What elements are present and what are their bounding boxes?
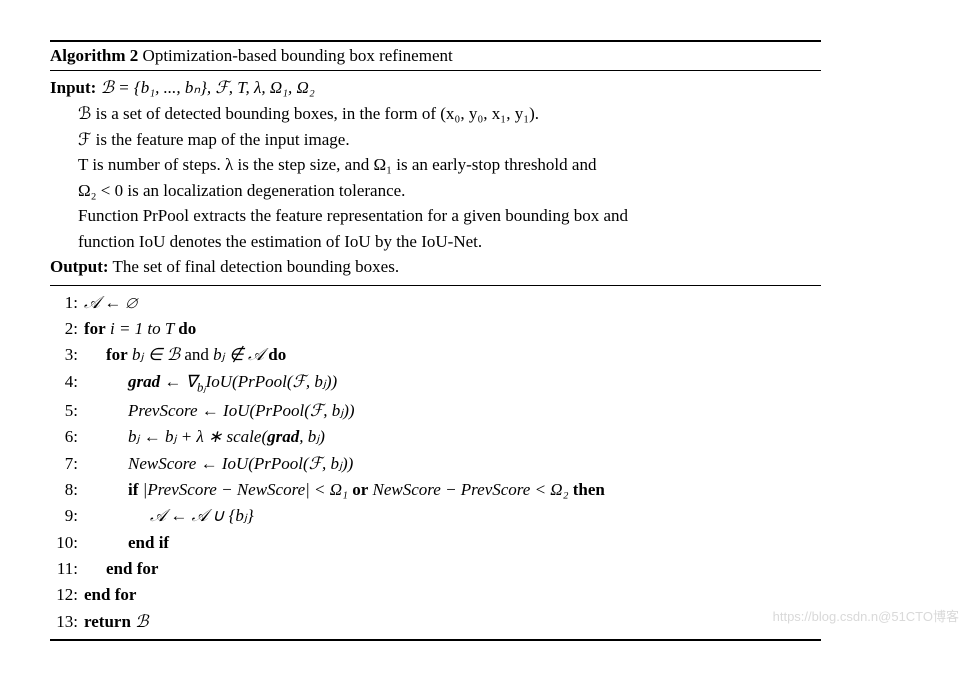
step-10: 10: end if xyxy=(50,530,821,556)
line-number: 9: xyxy=(50,503,84,529)
line-number: 12: xyxy=(50,582,84,608)
output-line: Output: The set of final detection bound… xyxy=(50,254,821,280)
step-11: 11: end for xyxy=(50,556,821,582)
step-1: 1: 𝒜 ← ∅ xyxy=(50,290,821,316)
output-label: Output: xyxy=(50,257,109,276)
step-5: 5: PrevScore ← IoU(PrPool(ℱ, bⱼ)) xyxy=(50,398,821,424)
algorithm-steps: 1: 𝒜 ← ∅ 2: for i = 1 to T do 3: for bⱼ … xyxy=(50,286,821,639)
step-5-rest: ← IoU(PrPool(ℱ, bⱼ)) xyxy=(198,401,355,420)
step-6-c: , bⱼ) xyxy=(299,427,325,446)
step-3: 3: for bⱼ ∈ ℬ and bⱼ ∉ 𝒜 do xyxy=(50,342,821,368)
algorithm-box: Algorithm 2 Optimization-based bounding … xyxy=(50,40,821,641)
kw-then: then xyxy=(573,480,605,499)
line-number: 6: xyxy=(50,424,84,450)
step-7-rest: ← IoU(PrPool(ℱ, bⱼ)) xyxy=(196,454,353,473)
input-description-3b: Ω₂ < 0 is an localization degeneration t… xyxy=(50,178,821,204)
step-8: 8: if |PrevScore − NewScore| < Ω₁ or New… xyxy=(50,477,821,503)
step-2: 2: for i = 1 to T do xyxy=(50,316,821,342)
step-3-b: bⱼ ∉ 𝒜 xyxy=(209,345,268,364)
step-1-expr: 𝒜 ← ∅ xyxy=(84,290,821,316)
input-expression: ℬ = {b₁, ..., bₙ}, ℱ, T, λ, Ω₁, Ω₂ xyxy=(96,78,314,97)
step-3-and: and xyxy=(184,345,209,364)
step-12: 12: end for xyxy=(50,582,821,608)
input-description-3a: T is number of steps. λ is the step size… xyxy=(50,152,821,178)
kw-do: do xyxy=(268,345,286,364)
step-2-cond: i = 1 to T xyxy=(106,319,179,338)
kw-endif: end if xyxy=(84,530,821,556)
line-number: 11: xyxy=(50,556,84,582)
input-description-1: ℬ is a set of detected bounding boxes, i… xyxy=(50,101,821,127)
line-number: 2: xyxy=(50,316,84,342)
step-6-grad: grad xyxy=(267,427,299,446)
kw-endfor: end for xyxy=(84,556,821,582)
step-9: 9: 𝒜 ← 𝒜 ∪ {bⱼ} xyxy=(50,503,821,529)
step-6: 6: bⱼ ← bⱼ + λ ∗ scale(grad, bⱼ) xyxy=(50,424,821,450)
output-text: The set of final detection bounding boxe… xyxy=(109,257,400,276)
step-8-b: NewScore − PrevScore < Ω₂ xyxy=(368,480,572,499)
step-3-a: bⱼ ∈ ℬ xyxy=(128,345,185,364)
input-description-4a: Function PrPool extracts the feature rep… xyxy=(50,203,821,229)
input-label: Input: xyxy=(50,78,96,97)
step-8-a: |PrevScore − NewScore| < Ω₁ xyxy=(138,480,352,499)
step-13-expr: ℬ xyxy=(131,612,149,631)
watermark-text: https://blog.csdn.n@51CTO博客 xyxy=(773,606,959,625)
kw-for: for xyxy=(106,345,128,364)
kw-endfor: end for xyxy=(84,582,821,608)
line-number: 7: xyxy=(50,451,84,477)
step-4: 4: grad ← ∇bⱼIoU(PrPool(ℱ, bⱼ)) xyxy=(50,369,821,398)
step-7-var: NewScore xyxy=(128,454,196,473)
step-4-grad: grad xyxy=(128,372,160,391)
step-4-rest: IoU(PrPool(ℱ, bⱼ)) xyxy=(206,372,338,391)
line-number: 4: xyxy=(50,369,84,395)
line-number: 8: xyxy=(50,477,84,503)
kw-or: or xyxy=(352,480,368,499)
algorithm-name: Optimization-based bounding box refineme… xyxy=(138,46,452,65)
step-4-arrow: ← ∇ xyxy=(160,372,197,391)
step-9-expr: 𝒜 ← 𝒜 ∪ {bⱼ} xyxy=(84,503,821,529)
algorithm-title: Algorithm 2 Optimization-based bounding … xyxy=(50,42,821,71)
input-description-2: ℱ is the feature map of the input image. xyxy=(50,127,821,153)
line-number: 5: xyxy=(50,398,84,424)
kw-for: for xyxy=(84,319,106,338)
kw-return: return xyxy=(84,612,131,631)
step-5-var: PrevScore xyxy=(128,401,198,420)
line-number: 13: xyxy=(50,609,84,635)
step-4-sub: bⱼ xyxy=(197,380,206,394)
algorithm-io-block: Input: ℬ = {b₁, ..., bₙ}, ℱ, T, λ, Ω₁, Ω… xyxy=(50,71,821,286)
kw-if: if xyxy=(128,480,138,499)
line-number: 10: xyxy=(50,530,84,556)
line-number: 1: xyxy=(50,290,84,316)
step-13: 13: return ℬ xyxy=(50,609,821,635)
algorithm-number: Algorithm 2 xyxy=(50,46,138,65)
input-line: Input: ℬ = {b₁, ..., bₙ}, ℱ, T, λ, Ω₁, Ω… xyxy=(50,75,821,101)
input-description-4b: function IoU denotes the estimation of I… xyxy=(50,229,821,255)
kw-do: do xyxy=(178,319,196,338)
line-number: 3: xyxy=(50,342,84,368)
step-6-a: bⱼ ← bⱼ + λ ∗ scale( xyxy=(128,427,267,446)
step-7: 7: NewScore ← IoU(PrPool(ℱ, bⱼ)) xyxy=(50,451,821,477)
